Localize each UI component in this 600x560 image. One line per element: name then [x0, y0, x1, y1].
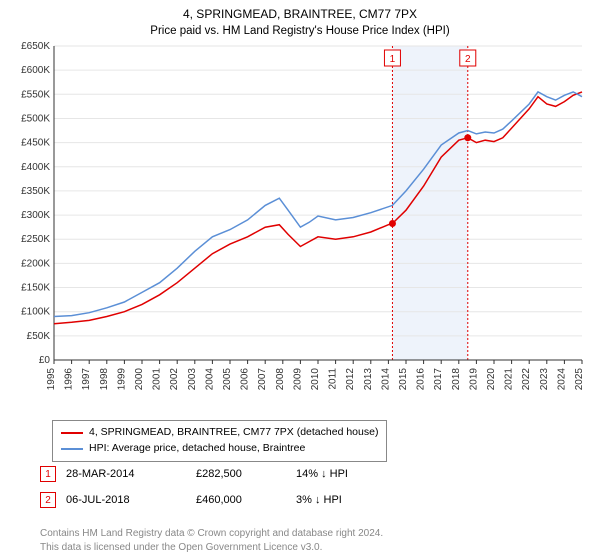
svg-text:£550K: £550K: [21, 89, 50, 100]
svg-text:2005: 2005: [222, 368, 233, 391]
svg-text:2012: 2012: [345, 368, 356, 391]
svg-text:2023: 2023: [539, 368, 550, 391]
svg-text:2019: 2019: [468, 368, 479, 391]
svg-text:1999: 1999: [116, 368, 127, 391]
svg-text:2010: 2010: [310, 368, 321, 391]
chart-container: 4, SPRINGMEAD, BRAINTREE, CM77 7PX Price…: [0, 0, 600, 560]
svg-text:2004: 2004: [204, 368, 215, 391]
svg-text:2008: 2008: [275, 368, 286, 391]
svg-text:2: 2: [465, 54, 471, 65]
svg-text:£100K: £100K: [21, 307, 50, 318]
legend-item: 4, SPRINGMEAD, BRAINTREE, CM77 7PX (deta…: [61, 425, 378, 441]
footnote-line1: Contains HM Land Registry data © Crown c…: [40, 528, 383, 539]
sale-price: £460,000: [196, 494, 286, 506]
svg-text:2009: 2009: [292, 368, 303, 391]
svg-text:2006: 2006: [240, 368, 251, 391]
svg-text:2016: 2016: [416, 368, 427, 391]
svg-text:£500K: £500K: [21, 113, 50, 124]
svg-text:£150K: £150K: [21, 283, 50, 294]
svg-text:2022: 2022: [521, 368, 532, 391]
legend-label: HPI: Average price, detached house, Brai…: [89, 441, 305, 457]
svg-text:2014: 2014: [380, 368, 391, 391]
sale-record: 2 06-JUL-2018 £460,000 3% ↓ HPI: [40, 492, 386, 508]
svg-text:£300K: £300K: [21, 210, 50, 221]
svg-text:£400K: £400K: [21, 162, 50, 173]
line-chart-svg: £0 £50K £100K £150K £200K £250K £300K £350K £400…: [10, 42, 590, 410]
sale-diff: 3% ↓ HPI: [296, 494, 386, 506]
svg-text:2015: 2015: [398, 368, 409, 391]
svg-text:2020: 2020: [486, 368, 497, 391]
svg-text:1996: 1996: [64, 368, 75, 391]
svg-text:2025: 2025: [574, 368, 585, 391]
sale-marker-icon: 1: [40, 466, 56, 482]
sale-price: £282,500: [196, 468, 286, 480]
svg-text:£450K: £450K: [21, 138, 50, 149]
svg-text:£650K: £650K: [21, 42, 50, 52]
svg-text:2002: 2002: [169, 368, 180, 391]
svg-text:2017: 2017: [433, 368, 444, 391]
svg-text:£250K: £250K: [21, 234, 50, 245]
svg-text:2013: 2013: [363, 368, 374, 391]
legend-item: HPI: Average price, detached house, Brai…: [61, 441, 378, 457]
sale-record: 1 28-MAR-2014 £282,500 14% ↓ HPI: [40, 466, 386, 482]
svg-text:2001: 2001: [152, 368, 163, 391]
svg-text:1: 1: [390, 54, 396, 65]
svg-text:2024: 2024: [556, 368, 567, 391]
svg-text:2000: 2000: [134, 368, 145, 391]
svg-text:£50K: £50K: [27, 331, 51, 342]
sale-marker-icon: 2: [40, 492, 56, 508]
sale-diff: 14% ↓ HPI: [296, 468, 386, 480]
svg-text:£0: £0: [39, 355, 51, 366]
svg-text:1998: 1998: [99, 368, 110, 391]
svg-text:2018: 2018: [451, 368, 462, 391]
svg-text:1997: 1997: [81, 368, 92, 391]
chart-area: £0 £50K £100K £150K £200K £250K £300K £350K £400…: [10, 42, 590, 410]
svg-text:2021: 2021: [504, 368, 515, 391]
svg-text:1995: 1995: [46, 368, 57, 391]
sale-date: 06-JUL-2018: [66, 494, 186, 506]
svg-text:£200K: £200K: [21, 258, 50, 269]
sale-date: 28-MAR-2014: [66, 468, 186, 480]
footnote-line2: This data is licensed under the Open Gov…: [40, 542, 322, 553]
footnote: Contains HM Land Registry data © Crown c…: [40, 527, 383, 554]
svg-text:2007: 2007: [257, 368, 268, 391]
legend: 4, SPRINGMEAD, BRAINTREE, CM77 7PX (deta…: [52, 420, 387, 462]
legend-swatch: [61, 432, 83, 434]
svg-text:2011: 2011: [328, 368, 339, 390]
legend-label: 4, SPRINGMEAD, BRAINTREE, CM77 7PX (deta…: [89, 425, 378, 441]
svg-text:2003: 2003: [187, 368, 198, 391]
legend-swatch: [61, 448, 83, 450]
chart-title-line1: 4, SPRINGMEAD, BRAINTREE, CM77 7PX: [0, 0, 600, 23]
svg-text:£600K: £600K: [21, 65, 50, 76]
svg-text:£350K: £350K: [21, 186, 50, 197]
chart-title-line2: Price paid vs. HM Land Registry's House …: [0, 23, 600, 37]
